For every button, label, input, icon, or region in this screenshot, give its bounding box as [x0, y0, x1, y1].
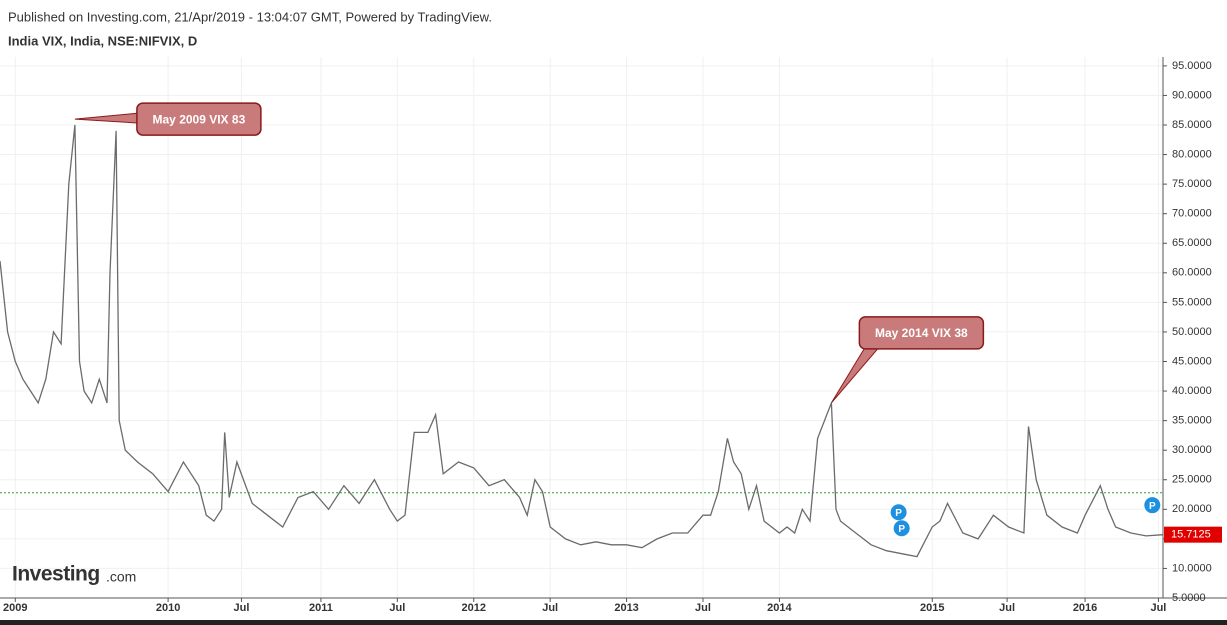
y-tick-label: 50.0000	[1172, 326, 1212, 338]
grid	[0, 57, 1163, 599]
y-tick-label: 25.0000	[1172, 474, 1212, 486]
x-tick-label: Jul	[389, 602, 405, 614]
y-tick-label: 5.0000	[1172, 592, 1206, 604]
y-tick-label: 75.0000	[1172, 178, 1212, 190]
event-marker-label: P	[895, 508, 902, 519]
y-tick-label: 10.0000	[1172, 562, 1212, 574]
event-marker	[893, 520, 910, 537]
x-tick-label: 2013	[614, 602, 638, 614]
y-tick-label: 45.0000	[1172, 355, 1212, 367]
y-tick-label: 80.0000	[1172, 148, 1212, 160]
logo-brand: Investing	[12, 563, 100, 586]
plot	[0, 124, 1164, 558]
y-tick-label: 95.0000	[1172, 60, 1212, 72]
y-tick-label: 60.0000	[1172, 267, 1212, 279]
x-tick-label: 2011	[309, 602, 333, 614]
y-tick-label: 90.0000	[1172, 89, 1212, 101]
x-tick-label: Jul	[1150, 602, 1166, 614]
event-marker	[1144, 497, 1161, 514]
callout-text: May 2014 VIX 38	[875, 326, 968, 340]
x-tick-label: 2012	[462, 602, 486, 614]
event-marker	[890, 504, 907, 521]
y-tick-label: 40.0000	[1172, 385, 1212, 397]
x-tick-label: 2010	[156, 602, 180, 614]
y-tick-label: 85.0000	[1172, 119, 1212, 131]
x-tick-label: Jul	[695, 602, 711, 614]
y-tick-label: 30.0000	[1172, 444, 1212, 456]
event-marker-label: P	[898, 524, 905, 535]
y-tick-label: 70.0000	[1172, 208, 1212, 220]
x-tick-label: 2015	[920, 602, 944, 614]
callout-text: May 2009 VIX 83	[153, 112, 246, 126]
symbol-title: India VIX, India, NSE:NIFVIX, D	[8, 33, 197, 48]
y-tick-label: 35.0000	[1172, 415, 1212, 427]
series-line	[0, 124, 1164, 558]
callout-box	[858, 316, 985, 350]
x-tick-label: Jul	[999, 602, 1015, 614]
x-tick-label: 2014	[767, 602, 792, 614]
event-marker-label: P	[1149, 501, 1156, 512]
published-note: Published on Investing.com, 21/Apr/2019 …	[8, 9, 492, 24]
y-tick-label: 20.0000	[1172, 503, 1212, 515]
callout-box	[136, 102, 262, 136]
bottom-bar	[0, 620, 1227, 625]
x-tick-label: 2009	[3, 602, 27, 614]
x-tick-label: Jul	[234, 602, 250, 614]
logo-suffix: .com	[106, 569, 136, 585]
last-value-box	[1164, 526, 1222, 543]
x-tick-label: Jul	[542, 602, 558, 614]
x-tick-label: 2016	[1073, 602, 1097, 614]
last-value-label: 15.7125	[1171, 529, 1211, 541]
y-tick-label: 55.0000	[1172, 296, 1212, 308]
y-tick-label: 65.0000	[1172, 237, 1212, 249]
